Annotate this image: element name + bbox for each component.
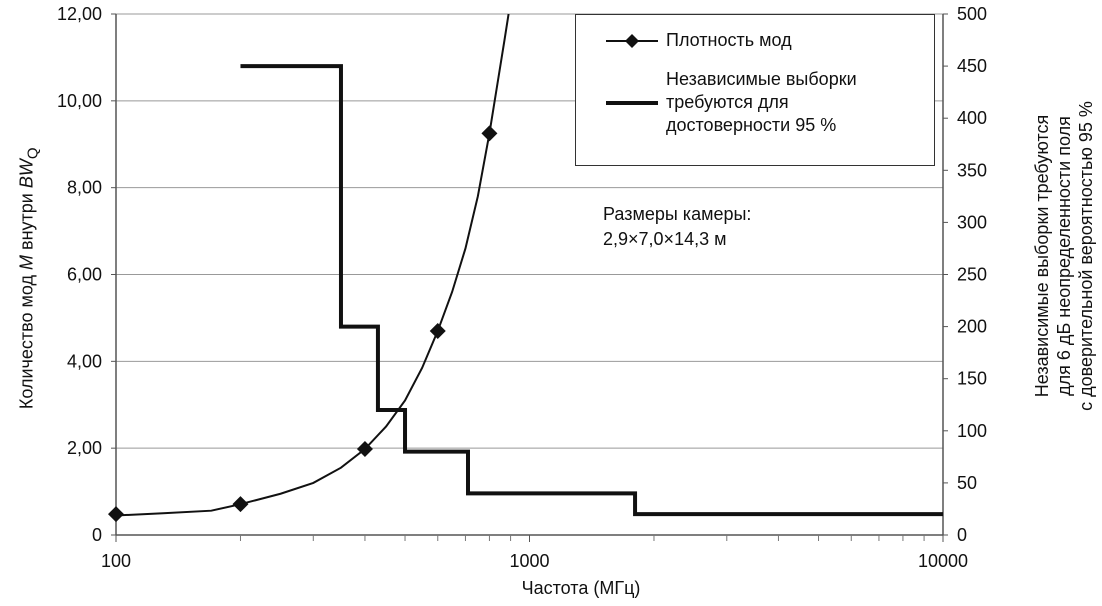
annotation-line: Размеры камеры: xyxy=(603,204,752,224)
mode-density-marker xyxy=(356,441,373,458)
mode-density-marker xyxy=(232,496,249,513)
y-left-tick-label: 4,00 xyxy=(67,351,102,371)
legend-label-mode-density: Плотность мод xyxy=(666,30,792,50)
y-right-tick-label: 450 xyxy=(957,56,987,76)
y-right-tick-label: 350 xyxy=(957,160,987,180)
legend-swatches xyxy=(606,34,658,105)
chamber-size-annotation: Размеры камеры: 2,9×7,0×14,3 м xyxy=(603,202,751,252)
y-right-tick-label: 50 xyxy=(957,473,977,493)
y-left-tick-label: 6,00 xyxy=(67,265,102,285)
y-right-title-line: для 6 дБ неопределенности поля xyxy=(1054,116,1074,396)
y-axis-left-title: Количество мод M внутри BWQ xyxy=(16,118,45,438)
legend-diamond-icon xyxy=(625,34,639,48)
x-tick-label: 1000 xyxy=(509,551,549,571)
y-right-tick-label: 0 xyxy=(957,525,967,545)
y-left-title-bw: BW xyxy=(16,159,37,189)
mode-density-curve xyxy=(115,13,510,517)
mode-density-marker xyxy=(108,506,124,523)
y-left-title-part: Количество мод xyxy=(16,269,37,410)
y-left-tick-label: 8,00 xyxy=(67,178,102,198)
samples-step-line xyxy=(240,64,943,517)
y-left-tick-label: 2,00 xyxy=(67,438,102,458)
x-axis-title: Частота (МГц) xyxy=(521,578,641,598)
y-left-title-part: внутри xyxy=(16,188,37,255)
mode-density-marker xyxy=(429,322,446,339)
y-left-tick-label: 10,00 xyxy=(57,91,102,111)
x-tick-label: 100 xyxy=(101,551,131,571)
y-right-tick-label: 250 xyxy=(957,265,987,285)
y-right-tick-label: 150 xyxy=(957,369,987,389)
y-axis-right-title: Независимые выборки требуются для 6 дБ н… xyxy=(1031,86,1101,426)
legend-label-line: Независимые выборки xyxy=(666,69,857,89)
y-right-tick-label: 300 xyxy=(957,212,987,232)
legend-label-samples: Независимые выборки требуются для достов… xyxy=(666,68,857,137)
y-right-tick-label: 200 xyxy=(957,317,987,337)
y-right-tick-label: 400 xyxy=(957,108,987,128)
legend-label-line: достоверности 95 % xyxy=(666,115,837,135)
y-right-title-line: с доверительной вероятностью 95 % xyxy=(1076,101,1096,411)
y-right-tick-label: 100 xyxy=(957,421,987,441)
legend: Плотность мод Независимые выборки требую… xyxy=(575,14,935,166)
y-left-tick-label: 12,00 xyxy=(57,4,102,24)
y-left-tick-label: 0 xyxy=(92,525,102,545)
y-left-title-m: M xyxy=(16,254,37,270)
y-left-title-sub: Q xyxy=(24,147,42,160)
mode-density-marker xyxy=(481,125,498,142)
y-right-title-line: Независимые выборки требуются xyxy=(1032,114,1052,398)
y-right-tick-label: 500 xyxy=(957,4,987,24)
annotation-line: 2,9×7,0×14,3 м xyxy=(603,229,727,249)
x-tick-label: 10000 xyxy=(918,551,968,571)
legend-label-line: требуются для xyxy=(666,92,789,112)
